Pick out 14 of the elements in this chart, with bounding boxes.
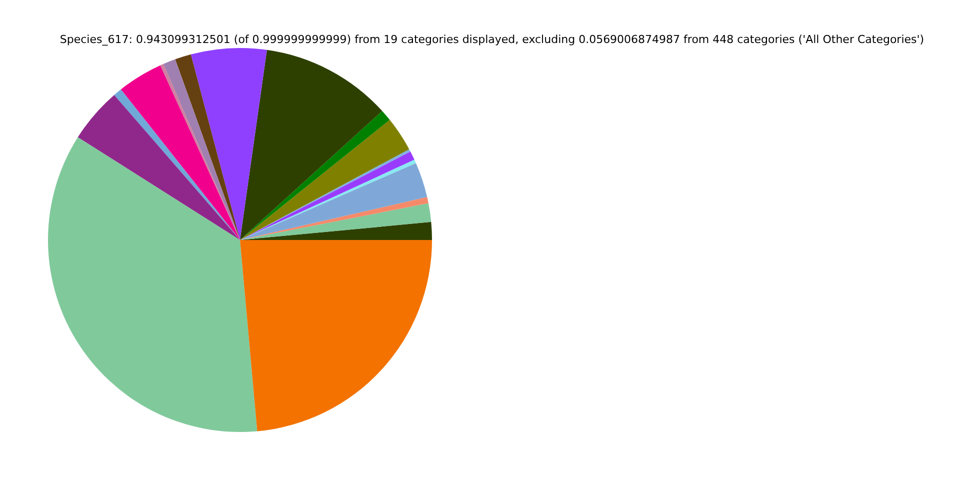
pie-slice xyxy=(240,50,382,240)
pie-slice xyxy=(78,94,240,240)
pie-slice xyxy=(48,137,258,432)
pie-slice xyxy=(240,240,432,432)
pie-slice xyxy=(240,222,432,240)
pie-slice xyxy=(240,120,410,240)
pie-slice xyxy=(240,110,390,240)
pie-slice xyxy=(114,89,240,240)
pie-slice xyxy=(190,48,267,240)
pie-slice xyxy=(120,65,240,240)
pie-slice xyxy=(240,203,432,240)
text: Species_617: 0.943099312501 (of 0.999999999999) from 19 categories displayed, excluding 0.0569006874987 from 448 categories ('All Other Categories') xyxy=(60,33,924,46)
pie-slice xyxy=(175,54,240,240)
pie-slice xyxy=(240,197,428,240)
